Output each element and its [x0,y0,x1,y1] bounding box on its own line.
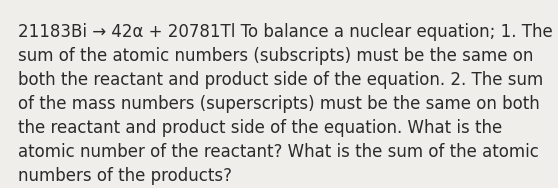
Text: the reactant and product side of the equation. What is the: the reactant and product side of the equ… [18,119,502,137]
Text: both the reactant and product side of the equation. 2. The sum: both the reactant and product side of th… [18,71,543,89]
Text: sum of the atomic numbers (subscripts) must be the same on: sum of the atomic numbers (subscripts) m… [18,47,533,65]
Text: of the mass numbers (superscripts) must be the same on both: of the mass numbers (superscripts) must … [18,95,540,113]
Text: 21183Bi → 42α + 20781Tl To balance a nuclear equation; 1. The: 21183Bi → 42α + 20781Tl To balance a nuc… [18,23,552,41]
Text: atomic number of the reactant? What is the sum of the atomic: atomic number of the reactant? What is t… [18,143,538,161]
Text: numbers of the products?: numbers of the products? [18,167,232,185]
